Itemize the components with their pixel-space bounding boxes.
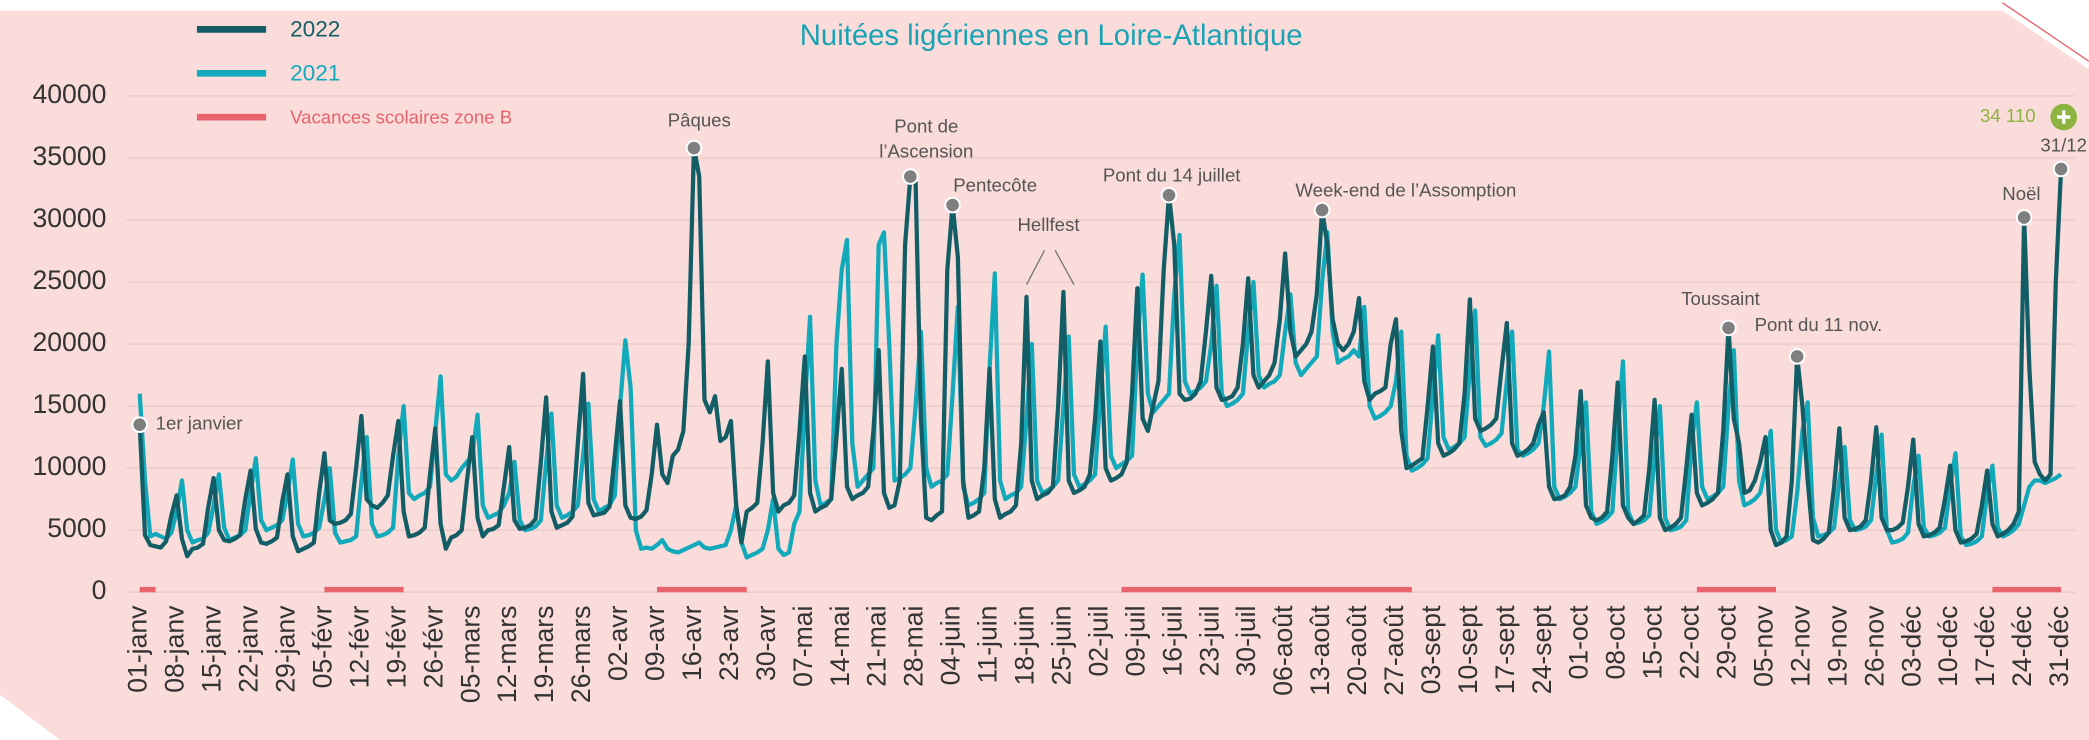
annotation: Pont de l’Ascension <box>879 115 973 161</box>
y-tick-label: 10000 <box>32 451 106 481</box>
annotation-pointer <box>1054 249 1075 286</box>
x-tick-label: 30-avr <box>751 605 781 681</box>
x-tick-label: 07-mai <box>788 606 818 687</box>
x-tick-label: 03-déc <box>1896 606 1926 687</box>
x-tick-label: 19-nov <box>1822 605 1852 687</box>
x-tick-label: 31-déc <box>2044 606 2074 687</box>
point-marker <box>1720 319 1737 337</box>
plus-sign <box>2057 110 2071 124</box>
x-tick-label: 16-avr <box>677 605 707 681</box>
x-tick-label: 12-févr <box>344 605 374 688</box>
x-tick-label: 24-sept <box>1527 605 1557 694</box>
x-tick-label: 14-mai <box>825 606 855 687</box>
x-tick-label: 12-mars <box>492 606 522 704</box>
legend-label: 2022 <box>290 17 340 42</box>
x-tick-label: 30-juil <box>1231 606 1261 677</box>
x-tick-label: 11-juin <box>973 606 1003 684</box>
y-tick-label: 35000 <box>32 141 106 171</box>
annotation: Toussaint <box>1681 288 1760 309</box>
annotation: Pentecôte <box>953 174 1037 195</box>
annotation-pointer <box>1025 249 1046 286</box>
annotation: 31/12 <box>2040 134 2087 155</box>
x-tick-label: 25-juin <box>1046 606 1076 686</box>
point-marker <box>1313 201 1331 219</box>
legend-label: 2021 <box>290 61 340 86</box>
point-marker <box>1160 186 1178 204</box>
x-tick-label: 21-mai <box>862 606 892 687</box>
corner-line <box>2002 2 2089 62</box>
x-tick-label: 08-janv <box>160 605 190 693</box>
x-tick-label: 26-mars <box>566 606 596 704</box>
point-marker <box>1788 348 1806 365</box>
annotation: Noël <box>2002 183 2040 204</box>
x-tick-label: 12-nov <box>1785 605 1815 687</box>
point-marker <box>131 416 149 434</box>
x-tick-label: 28-mai <box>899 606 929 687</box>
y-tick-label: 0 <box>92 575 107 605</box>
x-tick-label: 06-août <box>1268 605 1298 696</box>
chart-title: Nuitées ligériennes en Loire-Atlantique <box>800 20 1303 52</box>
x-tick-label: 01-janv <box>123 605 153 693</box>
value-label: 34 110 <box>1980 105 2036 126</box>
y-tick-label: 5000 <box>47 513 106 543</box>
x-tick-label: 03-sept <box>1416 605 1446 694</box>
x-tick-label: 23-avr <box>714 605 744 681</box>
y-tick-label: 30000 <box>32 203 106 233</box>
point-marker <box>902 168 919 185</box>
background <box>0 10 2089 740</box>
point-marker <box>944 196 961 214</box>
series-line <box>137 230 2063 560</box>
x-tick-label: 02-juil <box>1083 606 1113 677</box>
x-tick-label: 19-févr <box>381 605 411 688</box>
x-tick-label: 05-févr <box>307 605 337 688</box>
x-tick-label: 24-déc <box>2007 606 2037 687</box>
x-tick-label: 19-mars <box>529 606 559 704</box>
y-tick-label: 20000 <box>32 327 106 357</box>
annotation: 1er janvier <box>156 413 243 434</box>
x-tick-label: 22-oct <box>1675 605 1705 680</box>
x-tick-label: 09-avr <box>640 605 670 681</box>
x-tick-label: 15-janv <box>197 605 227 693</box>
annotation: Week-end de l’Assomption <box>1295 179 1516 200</box>
x-tick-label: 10-déc <box>1933 606 1963 687</box>
annotation: Pont du 14 juillet <box>1103 164 1241 185</box>
x-tick-label: 17-sept <box>1490 605 1520 694</box>
point-marker <box>685 139 703 157</box>
annotation: Pâques <box>668 109 731 130</box>
x-tick-label: 27-août <box>1379 605 1409 696</box>
point-marker <box>2052 160 2070 178</box>
point-marker <box>2015 209 2033 226</box>
y-tick-label: 25000 <box>32 265 106 295</box>
x-tick-label: 05-nov <box>1748 605 1778 687</box>
y-tick-label: 40000 <box>32 79 106 109</box>
annotation: Hellfest <box>1017 214 1080 235</box>
x-tick-label: 04-juin <box>936 606 966 686</box>
x-tick-label: 13-août <box>1305 605 1335 696</box>
x-tick-label: 29-oct <box>1712 605 1742 680</box>
x-tick-label: 09-juil <box>1120 606 1150 677</box>
x-tick-label: 05-mars <box>455 606 485 704</box>
x-tick-label: 08-oct <box>1601 605 1631 680</box>
x-tick-label: 26-févr <box>418 605 448 688</box>
x-tick-label: 26-nov <box>1859 605 1889 687</box>
x-tick-label: 23-juil <box>1194 606 1224 677</box>
x-tick-label: 02-avr <box>603 605 633 681</box>
x-tick-label: 18-juin <box>1010 606 1040 686</box>
x-tick-label: 22-janv <box>234 605 264 693</box>
x-tick-label: 15-oct <box>1638 605 1668 680</box>
legend-label: Vacances scolaires zone B <box>290 106 512 127</box>
x-tick-label: 29-janv <box>271 605 301 693</box>
y-tick-label: 15000 <box>32 389 106 419</box>
annotation: Pont du 11 nov. <box>1755 314 1883 335</box>
series-line <box>137 145 2064 559</box>
x-tick-label: 10-sept <box>1453 605 1483 694</box>
x-tick-label: 17-déc <box>1970 606 2000 687</box>
x-tick-label: 20-août <box>1342 605 1372 696</box>
x-tick-label: 01-oct <box>1564 605 1594 680</box>
x-tick-label: 16-juil <box>1157 606 1187 677</box>
